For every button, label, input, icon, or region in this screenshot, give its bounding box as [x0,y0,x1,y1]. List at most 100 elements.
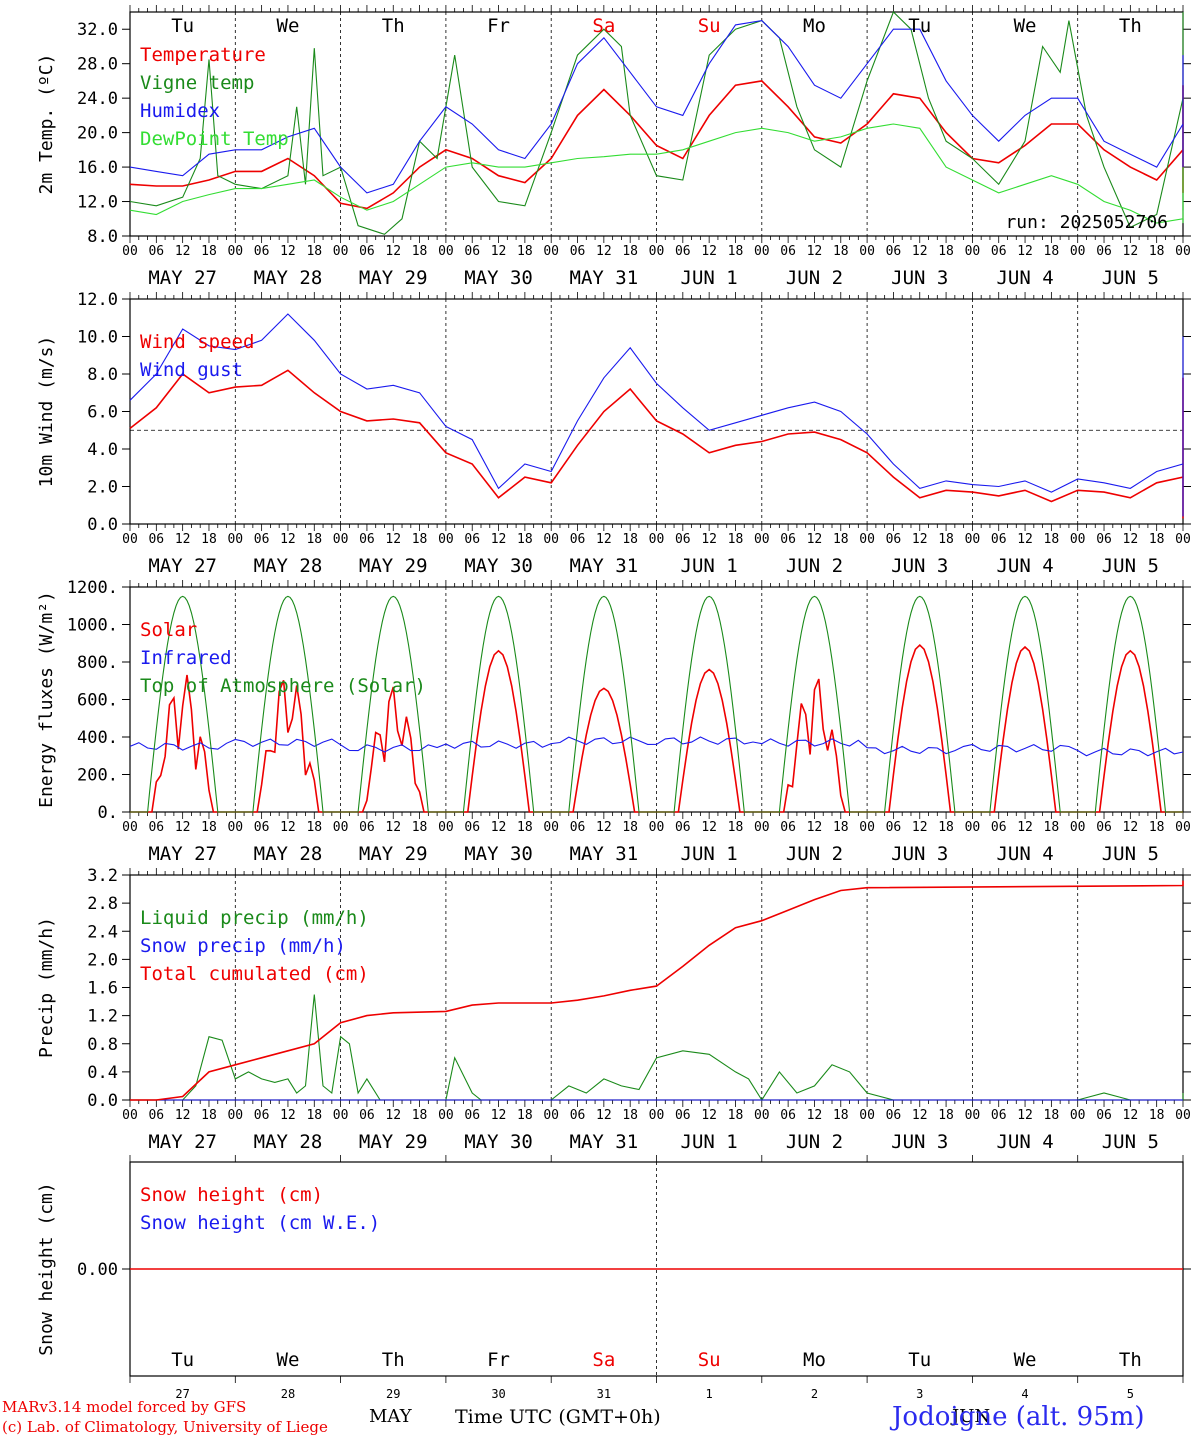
day-name: Th [1119,1349,1142,1371]
hour-tick-label: 12 [280,1108,296,1123]
hour-tick-label: 06 [148,1108,164,1123]
hour-tick-label: 18 [728,1108,744,1123]
date-label: JUN 2 [786,267,843,289]
date-label: JUN 4 [996,555,1053,577]
y-axis-title: Energy fluxes (W/m²) [36,591,57,808]
hour-tick-label: 12 [385,1108,401,1123]
date-label: MAY 30 [464,555,533,577]
date-label: MAY 31 [570,555,639,577]
date-label: MAY 29 [359,843,428,865]
date-label: JUN 5 [1102,1131,1159,1153]
hour-tick-label: 00 [649,1108,665,1123]
hour-tick-label: 06 [464,820,480,835]
hour-tick-label: 12 [385,532,401,547]
y-tick-label: 20.0 [77,124,118,144]
y-axis-title: 10m Wind (m/s) [36,336,57,488]
hour-tick-label: 06 [675,532,691,547]
date-label: JUN 5 [1102,555,1159,577]
day-number: 29 [386,1387,400,1401]
day-name: We [1014,15,1037,37]
hour-tick-label: 00 [1070,1108,1086,1123]
chart-text: 8.012.016.020.024.028.032.02m Temp. (ºC)… [36,15,1191,1401]
footer-month: MAY [369,1406,412,1427]
day-name: We [277,1349,300,1371]
panel-frames [122,5,1191,1383]
legend-entry: Total cumulated (cm) [140,963,369,985]
hour-tick-label: 06 [1096,244,1112,259]
hour-tick-label: 00 [543,1108,559,1123]
day-number: 5 [1127,1387,1134,1401]
day-name: We [1014,1349,1037,1371]
hour-tick-label: 00 [227,244,243,259]
hour-tick-label: 18 [412,244,428,259]
y-tick-label: 24.0 [77,89,118,109]
y-tick-label: 28.0 [77,55,118,75]
hour-tick-label: 18 [412,1108,428,1123]
day-name: Sa [592,1349,615,1371]
hour-tick-label: 06 [254,820,270,835]
hour-tick-label: 00 [754,1108,770,1123]
hour-tick-label: 00 [859,244,875,259]
panel-frame [129,586,1184,813]
day-name: Tu [908,1349,931,1371]
hour-tick-label: 00 [227,1108,243,1123]
y-tick-label: 10.0 [77,328,118,348]
date-label: MAY 28 [254,843,323,865]
y-tick-label: 12.0 [77,193,118,213]
hour-tick-label: 18 [201,1108,217,1123]
hour-tick-label: 00 [1070,244,1086,259]
hour-tick-label: 12 [701,1108,717,1123]
hour-tick-label: 00 [649,820,665,835]
hour-tick-label: 06 [148,244,164,259]
hour-tick-label: 12 [175,1108,191,1123]
hour-tick-label: 06 [464,1108,480,1123]
hour-tick-label: 18 [1149,1108,1165,1123]
hour-tick-label: 12 [596,532,612,547]
date-label: MAY 28 [254,555,323,577]
hour-tick-label: 06 [570,1108,586,1123]
y-tick-label: 16.0 [77,158,118,178]
hour-tick-label: 06 [254,532,270,547]
hour-tick-label: 06 [1096,1108,1112,1123]
date-label: MAY 27 [148,843,217,865]
hour-tick-label: 18 [306,244,322,259]
date-label: MAY 30 [464,267,533,289]
hour-tick-label: 12 [807,244,823,259]
hour-tick-label: 06 [254,1108,270,1123]
y-tick-label: 0.8 [87,1035,118,1055]
hour-tick-label: 12 [701,820,717,835]
hour-tick-label: 12 [280,820,296,835]
hour-tick-label: 18 [201,532,217,547]
hour-tick-label: 12 [1017,244,1033,259]
hour-tick-label: 12 [596,820,612,835]
hour-tick-label: 12 [912,820,928,835]
hour-tick-label: 00 [438,532,454,547]
hour-tick-label: 12 [807,532,823,547]
legend-entry: Snow precip (mm/h) [140,935,346,957]
hour-tick-label: 00 [438,820,454,835]
y-tick-label: 12.0 [77,290,118,310]
hour-tick-label: 12 [385,820,401,835]
date-label: JUN 3 [891,1131,948,1153]
y-tick-label: 0.0 [87,515,118,535]
y-axis-title: Precip (mm/h) [36,917,57,1058]
hour-tick-label: 18 [622,244,638,259]
panel-frame [129,11,1184,237]
y-tick-label: 1.2 [87,1007,118,1027]
y-axis-title: Snow height (cm) [36,1182,57,1355]
date-label: MAY 30 [464,843,533,865]
hour-tick-label: 18 [1149,532,1165,547]
hour-tick-label: 18 [412,532,428,547]
y-tick-label: 0.4 [87,1063,118,1083]
hour-tick-label: 12 [280,244,296,259]
hour-tick-label: 18 [1044,244,1060,259]
hour-tick-label: 18 [1044,532,1060,547]
hour-tick-label: 12 [912,244,928,259]
hour-tick-label: 12 [701,244,717,259]
date-label: JUN 3 [891,267,948,289]
date-label: JUN 1 [681,843,738,865]
date-label: MAY 29 [359,267,428,289]
hour-tick-label: 00 [227,532,243,547]
legend-entry: Solar [140,619,197,641]
day-name: Tu [171,15,194,37]
